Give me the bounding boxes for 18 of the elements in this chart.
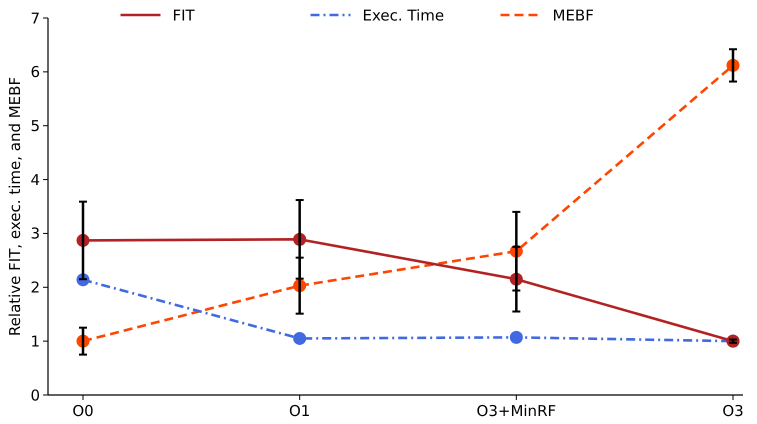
- y-tick-label: 0: [30, 386, 40, 404]
- legend-label: Exec. Time: [362, 6, 444, 24]
- y-tick-label: 1: [30, 332, 40, 350]
- x-tick-label: O3: [722, 402, 744, 420]
- legend-label: MEBF: [552, 6, 594, 24]
- y-tick-label: 3: [30, 224, 40, 243]
- y-tick-label: 7: [30, 9, 40, 28]
- x-tick-label: O1: [288, 402, 310, 420]
- legend-label: FIT: [172, 6, 196, 24]
- y-tick-label: 2: [30, 278, 40, 297]
- point: [293, 332, 306, 345]
- point: [510, 330, 523, 344]
- y-tick-label: 4: [30, 170, 40, 189]
- x-tick-label: O3+MinRF: [476, 402, 556, 420]
- y-tick-label: 5: [30, 116, 40, 135]
- y-axis-title: Relative FIT, exec. time, and MEBF: [6, 76, 24, 336]
- x-tick-label: O0: [72, 402, 94, 420]
- y-tick-label: 6: [30, 63, 40, 82]
